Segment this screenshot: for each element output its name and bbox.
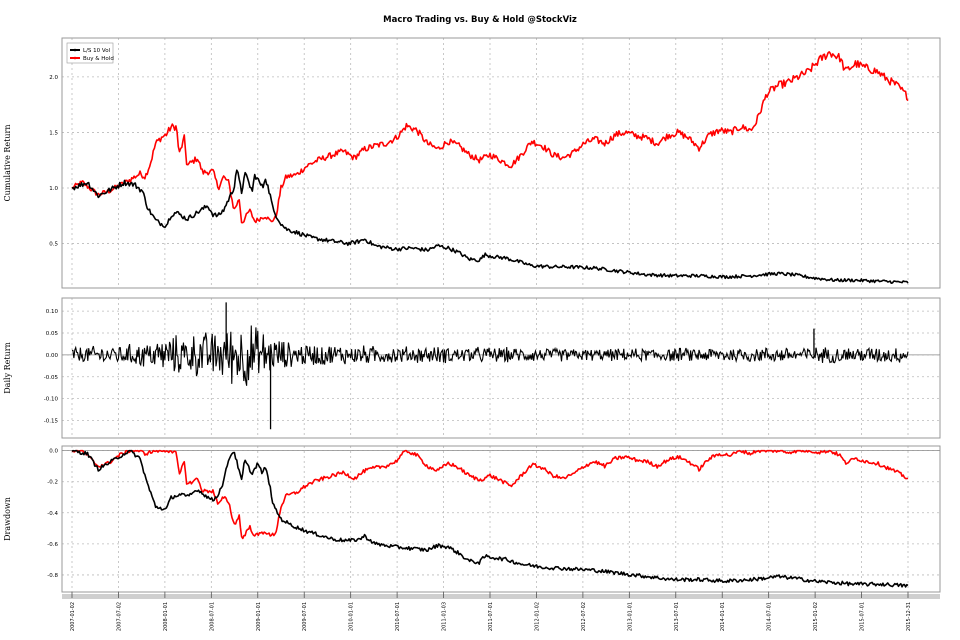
- gridlines-drawdown: [62, 446, 940, 592]
- xtick-label-7: 2010-07-01: [395, 602, 401, 631]
- panel-drawdown: 0.0 -0.2 -0.4 -0.6 -0.8 Drawdown: [3, 445, 941, 593]
- ytick-label-drawdown-4: -0.8: [47, 573, 58, 579]
- x-axis-bar: [62, 594, 940, 599]
- xtick-label-5: 2009-07-01: [302, 602, 308, 631]
- ytick-label-cumulative-1: 1.0: [49, 186, 58, 192]
- legend: L/S 10 Vol Buy & Hold: [66, 42, 114, 64]
- legend-marker-0: [73, 48, 77, 52]
- gridlines-cumulative: [62, 38, 940, 288]
- series-line-daily-ls10: [71, 325, 909, 386]
- ytick-label-cumulative-3: 2.0: [49, 75, 58, 81]
- ylabel-cumulative: Cumulative Return: [3, 124, 12, 201]
- gridlines-daily: [62, 298, 940, 438]
- panel-frame-cumulative: [61, 37, 941, 289]
- legend-marker-1: [73, 56, 77, 60]
- xtick-label-13: 2013-07-01: [674, 602, 680, 631]
- xtick-label-6: 2010-01-01: [349, 602, 355, 631]
- xtick-label-4: 2009-01-01: [256, 602, 262, 631]
- ylabel-drawdown: Drawdown: [3, 497, 12, 541]
- panels: 0.5 1.0 1.5 2.0 Cumulative Return 0.10 0.05 0.0…: [3, 37, 941, 593]
- xtick-label-14: 2014-01-01: [720, 602, 726, 631]
- xtick-label-11: 2012-07-02: [581, 602, 587, 631]
- ytick-label-cumulative-2: 1.5: [49, 130, 58, 136]
- xtick-label-16: 2015-01-02: [813, 602, 819, 631]
- xtick-label-15: 2014-07-01: [767, 602, 773, 631]
- panel-daily: 0.10 0.05 0.00 -0.05 -0.10 -0.15 Daily Return: [3, 297, 941, 439]
- xtick-label-18: 2015-12-31: [906, 602, 912, 631]
- chart-title: Macro Trading vs. Buy & Hold @StockViz: [383, 15, 577, 25]
- xtick-label-12: 2013-01-01: [627, 602, 633, 631]
- series-line-drawdown-buy-hold: [71, 449, 909, 540]
- ytick-label-daily-1: 0.05: [46, 331, 59, 337]
- series-line-cumulative-ls10: [71, 169, 909, 285]
- ytick-label-drawdown-3: -0.6: [47, 542, 58, 548]
- series-line-cumulative-buy-hold: [71, 51, 909, 224]
- ytick-label-daily-3: -0.05: [44, 375, 59, 381]
- series-line-drawdown-ls10: [71, 449, 909, 588]
- x-axis: 2007-01-02 2007-07-02 2008-01-01 2008-07-01…: [62, 592, 940, 631]
- xtick-label-17: 2015-07-01: [860, 602, 866, 631]
- xtick-label-0: 2007-01-02: [70, 602, 76, 631]
- xtick-label-8: 2011-01-03: [442, 602, 448, 631]
- ytick-label-daily-4: -0.10: [44, 397, 59, 403]
- xtick-label-1: 2007-07-02: [116, 602, 122, 631]
- ylabel-daily: Daily Return: [3, 342, 12, 393]
- xtick-label-2: 2008-01-01: [163, 602, 169, 631]
- ytick-label-drawdown-2: -0.4: [47, 511, 58, 517]
- ytick-label-drawdown-1: -0.2: [47, 480, 58, 486]
- ytick-label-drawdown-0: 0.0: [49, 449, 58, 455]
- panel-cumulative: 0.5 1.0 1.5 2.0 Cumulative Return: [3, 37, 941, 289]
- xtick-label-10: 2012-01-02: [534, 602, 540, 631]
- ytick-label-daily-0: 0.10: [46, 309, 59, 315]
- xtick-label-3: 2008-07-01: [209, 602, 215, 631]
- legend-label-1: Buy & Hold: [83, 56, 114, 62]
- ytick-label-daily-2: 0.00: [46, 353, 59, 359]
- ytick-label-cumulative-0: 0.5: [49, 242, 58, 248]
- panel-frame-drawdown: [61, 445, 941, 593]
- ytick-label-daily-5: -0.15: [44, 419, 59, 425]
- legend-label-0: L/S 10 Vol: [83, 48, 111, 54]
- xtick-label-9: 2011-07-01: [488, 602, 494, 631]
- panel-frame-daily: [61, 297, 941, 439]
